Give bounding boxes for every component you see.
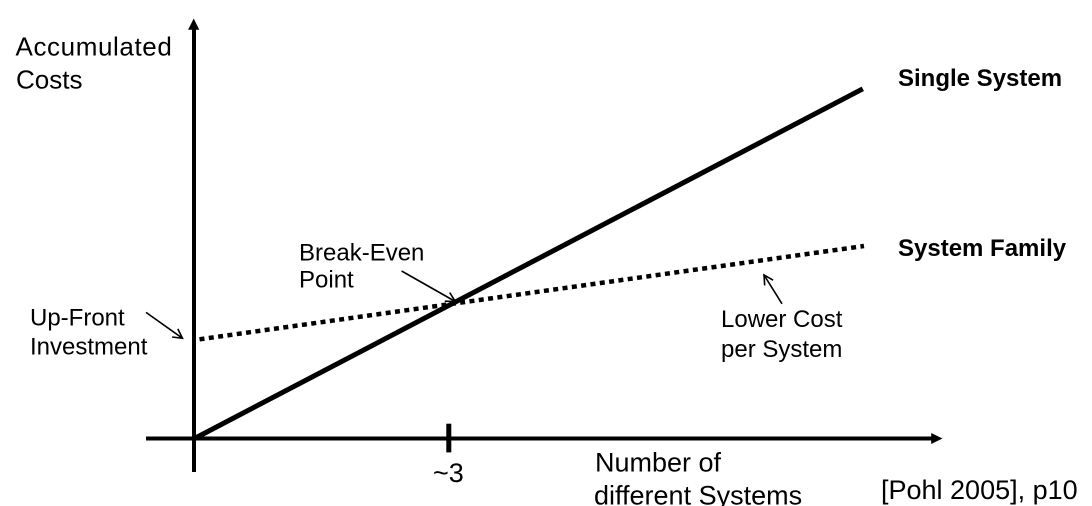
svg-text:~3: ~3 [433,458,464,488]
svg-text:per System: per System [721,336,842,363]
svg-text:[Pohl 2005], p10: [Pohl 2005], p10 [881,475,1078,505]
svg-text:Break-Even: Break-Even [299,239,424,266]
svg-text:Lower Cost: Lower Cost [721,306,843,333]
svg-text:Costs: Costs [16,64,82,94]
svg-text:System Family: System Family [898,235,1067,262]
svg-text:Single System: Single System [898,65,1062,92]
svg-text:Number of: Number of [595,448,722,478]
svg-text:Up-Front: Up-Front [30,304,125,331]
svg-text:Investment: Investment [30,333,148,360]
svg-text:Accumulated: Accumulated [16,31,173,61]
svg-text:different Systems: different Systems [594,481,802,506]
svg-text:Point: Point [299,266,354,293]
